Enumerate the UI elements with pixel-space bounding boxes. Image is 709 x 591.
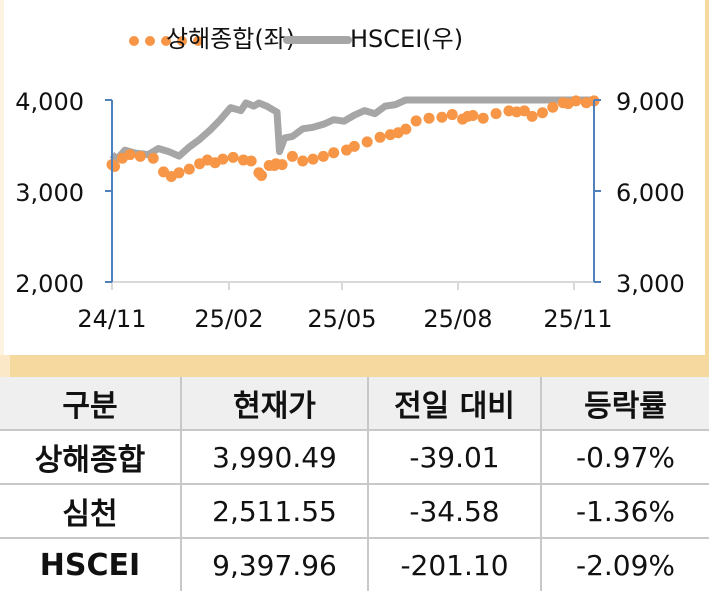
row-name: 상해종합 (0, 429, 182, 485)
dotted-line-marker-icon (129, 36, 203, 46)
row-price: 9,397.96 (180, 537, 369, 591)
x-tick-label: 25/05 (307, 305, 376, 333)
table-row: 심천 2,511.55 -34.58 -1.36% (0, 483, 709, 539)
row-pct: -0.97% (540, 429, 709, 485)
header-current-price: 현재가 (180, 377, 369, 431)
x-tick-label: 25/02 (194, 305, 263, 333)
left-tick-label: 3,000 (15, 179, 84, 207)
table-row: 상해종합 3,990.49 -39.01 -0.97% (0, 429, 709, 485)
legend: 상해종합(좌) HSCEI(우) (129, 25, 463, 53)
legend-label-hscei: HSCEI(우) (350, 25, 463, 53)
header-category: 구분 (0, 377, 182, 431)
row-change: -39.01 (367, 429, 542, 485)
accent-band-left (0, 355, 10, 377)
header-change: 전일 대비 (367, 377, 542, 431)
row-change: -34.58 (367, 483, 542, 539)
series-shanghai-dots (106, 95, 600, 182)
left-tick-label: 2,000 (15, 270, 84, 298)
x-axis-ticks (111, 282, 575, 290)
legend-item-hscei: HSCEI(우) (283, 25, 463, 53)
legend-item-shanghai: 상해종합(좌) (129, 25, 295, 53)
line-chart: 상해종합(좌) HSCEI(우) 4,000 3,000 2,000 9,000… (15, 25, 685, 333)
header-change-rate: 등락률 (540, 377, 709, 431)
left-tick-label: 4,000 (15, 88, 84, 116)
row-name: 심천 (0, 483, 182, 539)
index-quote-table: 구분 현재가 전일 대비 등락률 상해종합 3,990.49 -39.01 -0… (0, 377, 709, 591)
row-price: 2,511.55 (180, 483, 369, 539)
x-tick-label: 24/11 (77, 305, 146, 333)
legend-label-shanghai: 상해종합(좌) (166, 25, 295, 53)
x-tick-label: 25/08 (423, 305, 492, 333)
chart-panel (705, 0, 709, 355)
right-tick-label: 9,000 (616, 88, 685, 116)
row-change: -201.10 (367, 537, 542, 591)
row-price: 3,990.49 (180, 429, 369, 485)
x-tick-label: 25/11 (543, 305, 612, 333)
right-tick-label: 3,000 (616, 270, 685, 298)
right-tick-label: 6,000 (616, 179, 685, 207)
row-pct: -1.36% (540, 483, 709, 539)
left-y-axis (105, 99, 113, 283)
accent-band (0, 355, 709, 377)
table-header-row: 구분 현재가 전일 대비 등락률 (0, 377, 709, 431)
right-y-axis (593, 99, 601, 283)
panel-left-edge (0, 0, 4, 378)
row-name: HSCEI (0, 537, 182, 591)
table-row: HSCEI 9,397.96 -201.10 -2.09% (0, 537, 709, 591)
series-hscei-line (109, 96, 594, 163)
row-pct: -2.09% (540, 537, 709, 591)
